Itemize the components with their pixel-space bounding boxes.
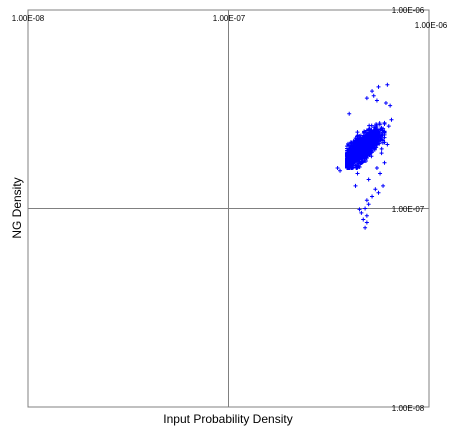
data-point bbox=[364, 96, 369, 101]
data-point bbox=[345, 141, 350, 146]
data-point bbox=[347, 157, 352, 162]
x-tick-label-1e-8: 1.00E-08 bbox=[12, 14, 45, 23]
x-axis-title: Input Probability Density bbox=[163, 412, 292, 426]
data-point bbox=[373, 127, 378, 132]
data-point bbox=[379, 146, 384, 151]
data-point bbox=[356, 161, 361, 166]
data-point bbox=[366, 202, 371, 207]
data-point bbox=[371, 144, 376, 149]
data-point bbox=[360, 146, 365, 151]
data-point bbox=[371, 139, 376, 144]
data-point bbox=[356, 152, 361, 157]
data-point bbox=[361, 217, 366, 222]
data-point bbox=[347, 111, 352, 116]
data-point bbox=[374, 129, 379, 134]
data-point bbox=[383, 101, 388, 106]
y-axis-title: NG Density bbox=[10, 177, 24, 238]
data-point bbox=[389, 117, 394, 122]
data-point bbox=[382, 131, 387, 136]
data-point bbox=[378, 171, 383, 176]
data-point bbox=[371, 93, 376, 98]
data-point bbox=[357, 165, 362, 170]
data-point bbox=[370, 89, 375, 94]
data-point bbox=[388, 103, 393, 108]
data-point bbox=[374, 141, 379, 146]
data-point bbox=[354, 165, 359, 170]
data-point bbox=[377, 121, 382, 126]
data-point bbox=[374, 124, 379, 129]
data-point bbox=[379, 126, 384, 131]
data-point bbox=[364, 198, 369, 203]
y-tick-label-1e-7: 1.00E-07 bbox=[392, 205, 425, 214]
data-point bbox=[351, 165, 356, 170]
data-point bbox=[376, 84, 381, 89]
data-point bbox=[385, 82, 390, 87]
data-point bbox=[348, 144, 353, 149]
data-point bbox=[359, 210, 364, 215]
data-point bbox=[349, 161, 354, 166]
data-point bbox=[352, 147, 357, 152]
data-point bbox=[376, 190, 381, 195]
data-point bbox=[335, 165, 340, 170]
data-point bbox=[369, 154, 374, 159]
data-point bbox=[360, 159, 365, 164]
data-point bbox=[367, 151, 372, 156]
data-point bbox=[365, 137, 370, 142]
data-point bbox=[366, 177, 371, 182]
data-point bbox=[363, 225, 368, 230]
data-point bbox=[381, 138, 386, 143]
data-point bbox=[350, 154, 355, 159]
data-point bbox=[382, 122, 387, 126]
data-point bbox=[375, 138, 380, 143]
data-point bbox=[359, 142, 364, 147]
data-point bbox=[361, 139, 366, 144]
data-point bbox=[385, 142, 390, 147]
x-tick-label-1e-6: 1.00E-06 bbox=[415, 21, 448, 30]
data-point bbox=[349, 165, 354, 170]
data-point bbox=[374, 165, 379, 170]
data-point bbox=[345, 165, 350, 170]
data-point bbox=[362, 156, 367, 161]
data-point bbox=[370, 194, 375, 199]
data-point bbox=[368, 136, 373, 141]
x-tick-label-1e-7: 1.00E-07 bbox=[213, 14, 246, 23]
y-tick-label-1e-6: 1.00E-06 bbox=[392, 6, 425, 15]
data-points bbox=[335, 82, 394, 230]
data-point bbox=[374, 98, 379, 103]
data-point bbox=[348, 150, 353, 155]
data-point bbox=[369, 129, 374, 134]
data-point bbox=[348, 140, 353, 145]
data-point bbox=[359, 137, 364, 142]
data-point bbox=[379, 151, 384, 156]
data-point bbox=[382, 160, 387, 165]
data-point bbox=[362, 129, 367, 134]
data-point bbox=[359, 153, 364, 158]
data-point bbox=[367, 144, 372, 149]
data-point bbox=[367, 123, 372, 128]
data-point bbox=[381, 183, 386, 188]
data-point bbox=[368, 139, 373, 144]
data-point bbox=[386, 124, 391, 129]
data-point bbox=[357, 207, 362, 212]
data-point bbox=[377, 132, 382, 137]
data-point bbox=[366, 132, 371, 137]
data-point bbox=[353, 183, 358, 188]
data-point bbox=[338, 168, 343, 173]
data-point bbox=[355, 157, 360, 162]
data-point bbox=[355, 171, 360, 176]
data-point bbox=[364, 220, 369, 225]
data-point bbox=[364, 213, 369, 218]
data-point bbox=[351, 150, 356, 155]
y-tick-label-1e-8: 1.00E-08 bbox=[392, 404, 425, 413]
data-point bbox=[363, 206, 368, 211]
data-point bbox=[365, 147, 370, 152]
data-point bbox=[373, 187, 378, 192]
data-point bbox=[371, 134, 376, 139]
data-point bbox=[376, 130, 381, 135]
data-point bbox=[355, 134, 360, 139]
data-point bbox=[351, 145, 356, 150]
